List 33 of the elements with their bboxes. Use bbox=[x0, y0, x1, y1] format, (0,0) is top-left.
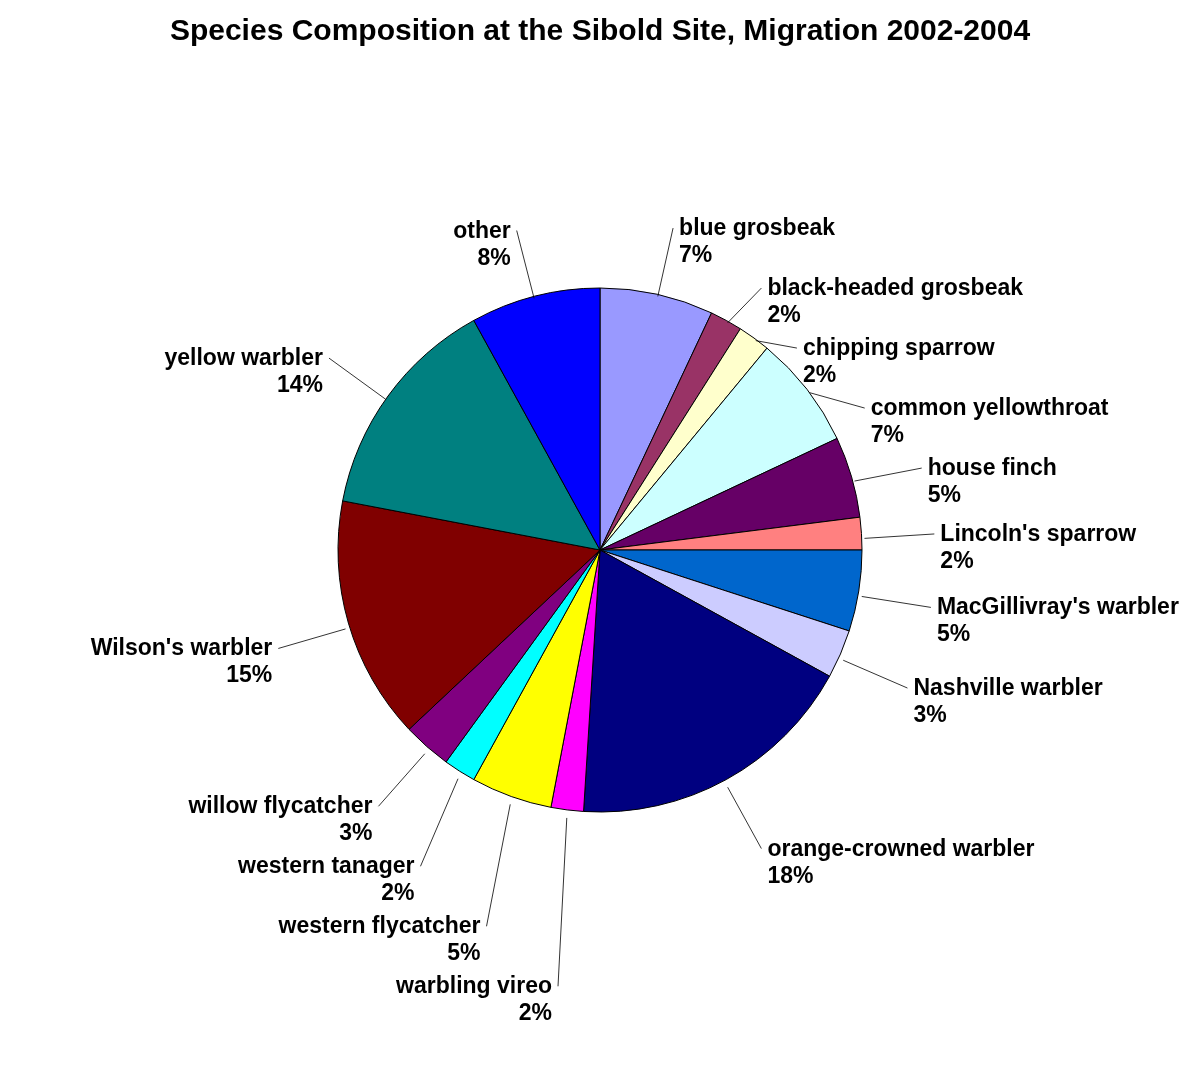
slice-label: orange-crowned warbler bbox=[767, 834, 1035, 861]
slice-label: other bbox=[453, 216, 511, 243]
data-label: 18% bbox=[767, 861, 814, 888]
slice-label: western tanager bbox=[237, 852, 415, 879]
slice-label: MacGillivray's warbler bbox=[936, 593, 1179, 620]
data-label: 2% bbox=[518, 999, 553, 1026]
data-label: 15% bbox=[226, 661, 273, 688]
data-label: 2% bbox=[767, 301, 801, 328]
slice-label: Wilson's warbler bbox=[90, 634, 273, 661]
slice-label: chipping sparrow bbox=[802, 334, 995, 361]
data-label: 2% bbox=[381, 879, 415, 906]
slice-label: warbling vireo bbox=[395, 972, 553, 999]
slice-label: yellow warbler bbox=[164, 344, 324, 371]
slice-label: Nashville warbler bbox=[913, 674, 1103, 701]
data-label: 5% bbox=[936, 620, 971, 647]
data-label: 5% bbox=[447, 939, 481, 966]
chart-title: Species Composition at the Sibold Site, Migration 2002-2004 bbox=[169, 13, 1031, 46]
slice-label: western flycatcher bbox=[277, 912, 481, 939]
data-label: 5% bbox=[927, 481, 961, 508]
slice-label: black-headed grosbeak bbox=[767, 274, 1024, 301]
data-label: 3% bbox=[913, 701, 947, 728]
data-label: 7% bbox=[679, 241, 713, 268]
data-label: 7% bbox=[870, 421, 904, 448]
data-label: 2% bbox=[940, 546, 974, 573]
data-label: 2% bbox=[802, 361, 837, 388]
data-label: 14% bbox=[276, 371, 323, 398]
data-label: 3% bbox=[339, 819, 373, 846]
slice-label: willow flycatcher bbox=[187, 792, 373, 819]
slice-label: Lincoln's sparrow bbox=[940, 519, 1137, 546]
slice-label: blue grosbeak bbox=[679, 214, 836, 241]
data-label: 8% bbox=[477, 243, 511, 270]
slice-label: house finch bbox=[927, 454, 1057, 481]
slice-label: common yellowthroat bbox=[870, 394, 1109, 421]
